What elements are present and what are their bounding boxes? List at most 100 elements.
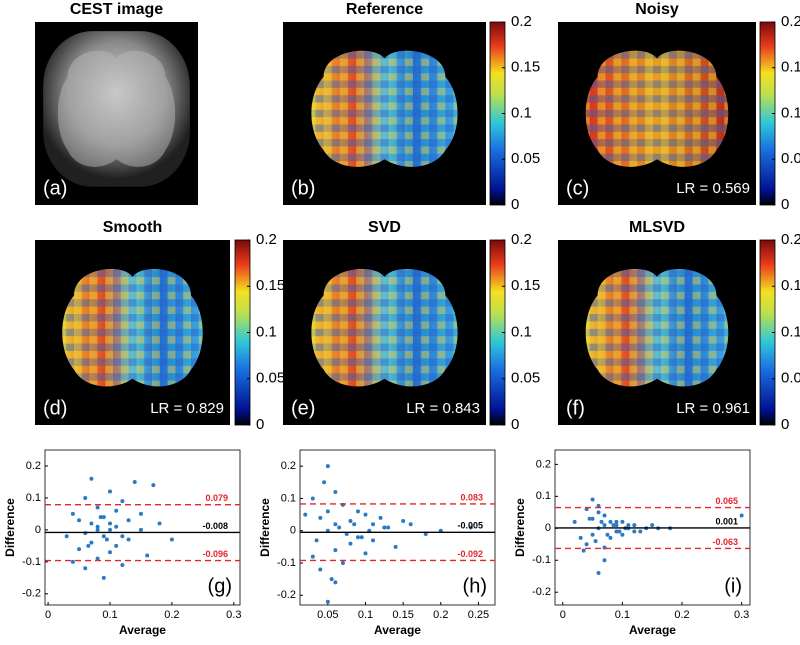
panel-title: SVD: [368, 219, 401, 236]
colorbar-tick-label: 0.2: [781, 13, 800, 30]
point: [138, 527, 143, 532]
point: [169, 537, 174, 542]
point: [355, 535, 360, 540]
point: [348, 519, 353, 524]
point: [599, 519, 604, 524]
y-tick-label: -0.1: [277, 557, 296, 569]
point: [104, 537, 109, 542]
panel-title: Reference: [346, 1, 423, 18]
brain-map: [311, 269, 458, 387]
point: [101, 575, 106, 580]
point: [325, 509, 330, 514]
colorbar-tick-label: 0: [781, 416, 789, 433]
colorbar-tick-label: 0.2: [511, 231, 532, 248]
colorbar-tick-label: 0: [511, 196, 519, 213]
y-tick-label: -0.1: [22, 556, 41, 568]
point: [89, 521, 94, 526]
point: [348, 541, 353, 546]
point: [352, 522, 357, 527]
x-tick-label: 0.15: [392, 609, 413, 621]
colorbar-tick-label: 0.2: [511, 13, 532, 30]
point: [620, 532, 625, 537]
y-axis-label: Difference: [258, 498, 272, 557]
point: [359, 535, 364, 540]
colorbar-tick-label: 0.15: [511, 59, 540, 76]
point: [108, 550, 112, 555]
point: [593, 539, 598, 544]
point: [371, 538, 376, 543]
point: [596, 571, 601, 576]
gray-brain: [57, 50, 176, 167]
point: [608, 535, 613, 540]
brain-map: [585, 50, 729, 167]
point: [329, 577, 334, 582]
y-tick-label: 0.2: [281, 460, 296, 472]
panel-label: (d): [43, 397, 67, 419]
point: [363, 551, 368, 556]
point: [101, 515, 106, 520]
point: [614, 523, 619, 528]
point: [386, 525, 391, 530]
reference-line-label: -0.092: [457, 549, 483, 559]
point: [138, 511, 143, 516]
colorbar-tick-label: 0.1: [511, 104, 532, 121]
y-tick-label: 0.2: [536, 458, 551, 470]
point: [611, 523, 616, 528]
point: [333, 580, 338, 585]
point: [632, 523, 637, 528]
y-axis-label: Difference: [513, 498, 527, 557]
point: [572, 519, 577, 524]
x-tick-label: 0.3: [226, 609, 241, 621]
point: [590, 516, 595, 521]
y-tick-label: 0.2: [26, 460, 41, 472]
brain-texture: [311, 269, 458, 387]
point: [638, 529, 643, 534]
x-axis-label: Average: [374, 623, 421, 637]
y-tick-label: 0.1: [26, 492, 41, 504]
point: [108, 489, 112, 494]
point: [393, 544, 398, 549]
panel-title: CEST image: [70, 1, 163, 18]
reference-line-label: 0.001: [715, 516, 738, 526]
y-tick-label: -0.2: [532, 586, 551, 598]
point: [70, 559, 75, 564]
point: [355, 509, 360, 514]
y-tick-label: 0: [290, 525, 296, 537]
point: [157, 521, 162, 526]
point: [632, 529, 637, 534]
point: [620, 519, 625, 524]
point: [584, 542, 589, 547]
point: [132, 479, 137, 484]
point: [318, 515, 323, 520]
colorbar-tick-label: 0.2: [781, 231, 800, 248]
colorbar-tick-label: 0: [781, 196, 789, 213]
colorbar-tick-label: 0.15: [511, 277, 540, 294]
point: [318, 567, 323, 572]
point: [314, 538, 319, 543]
colorbar-tick-label: 0: [256, 416, 264, 433]
point: [126, 537, 131, 542]
reference-line-label: -0.063: [712, 537, 738, 547]
point: [626, 523, 631, 528]
panel-title: Smooth: [103, 219, 163, 236]
point: [120, 563, 125, 568]
point: [739, 513, 744, 518]
point: [83, 495, 88, 500]
point: [581, 548, 586, 553]
point: [86, 543, 91, 548]
point: [325, 599, 330, 604]
y-tick-label: -0.2: [22, 588, 41, 600]
point: [602, 523, 607, 528]
brain-texture: [62, 269, 203, 387]
panel-label: (c): [566, 177, 589, 199]
point: [617, 529, 622, 534]
x-tick-label: 0.2: [674, 609, 689, 621]
point: [77, 547, 82, 552]
y-axis-label: Difference: [3, 498, 17, 557]
point: [333, 522, 338, 527]
colorbar-tick-label: 0.05: [511, 370, 540, 387]
point: [310, 496, 315, 501]
point: [608, 519, 613, 524]
lr-text: LR = 0.961: [676, 400, 750, 417]
point: [322, 480, 327, 485]
